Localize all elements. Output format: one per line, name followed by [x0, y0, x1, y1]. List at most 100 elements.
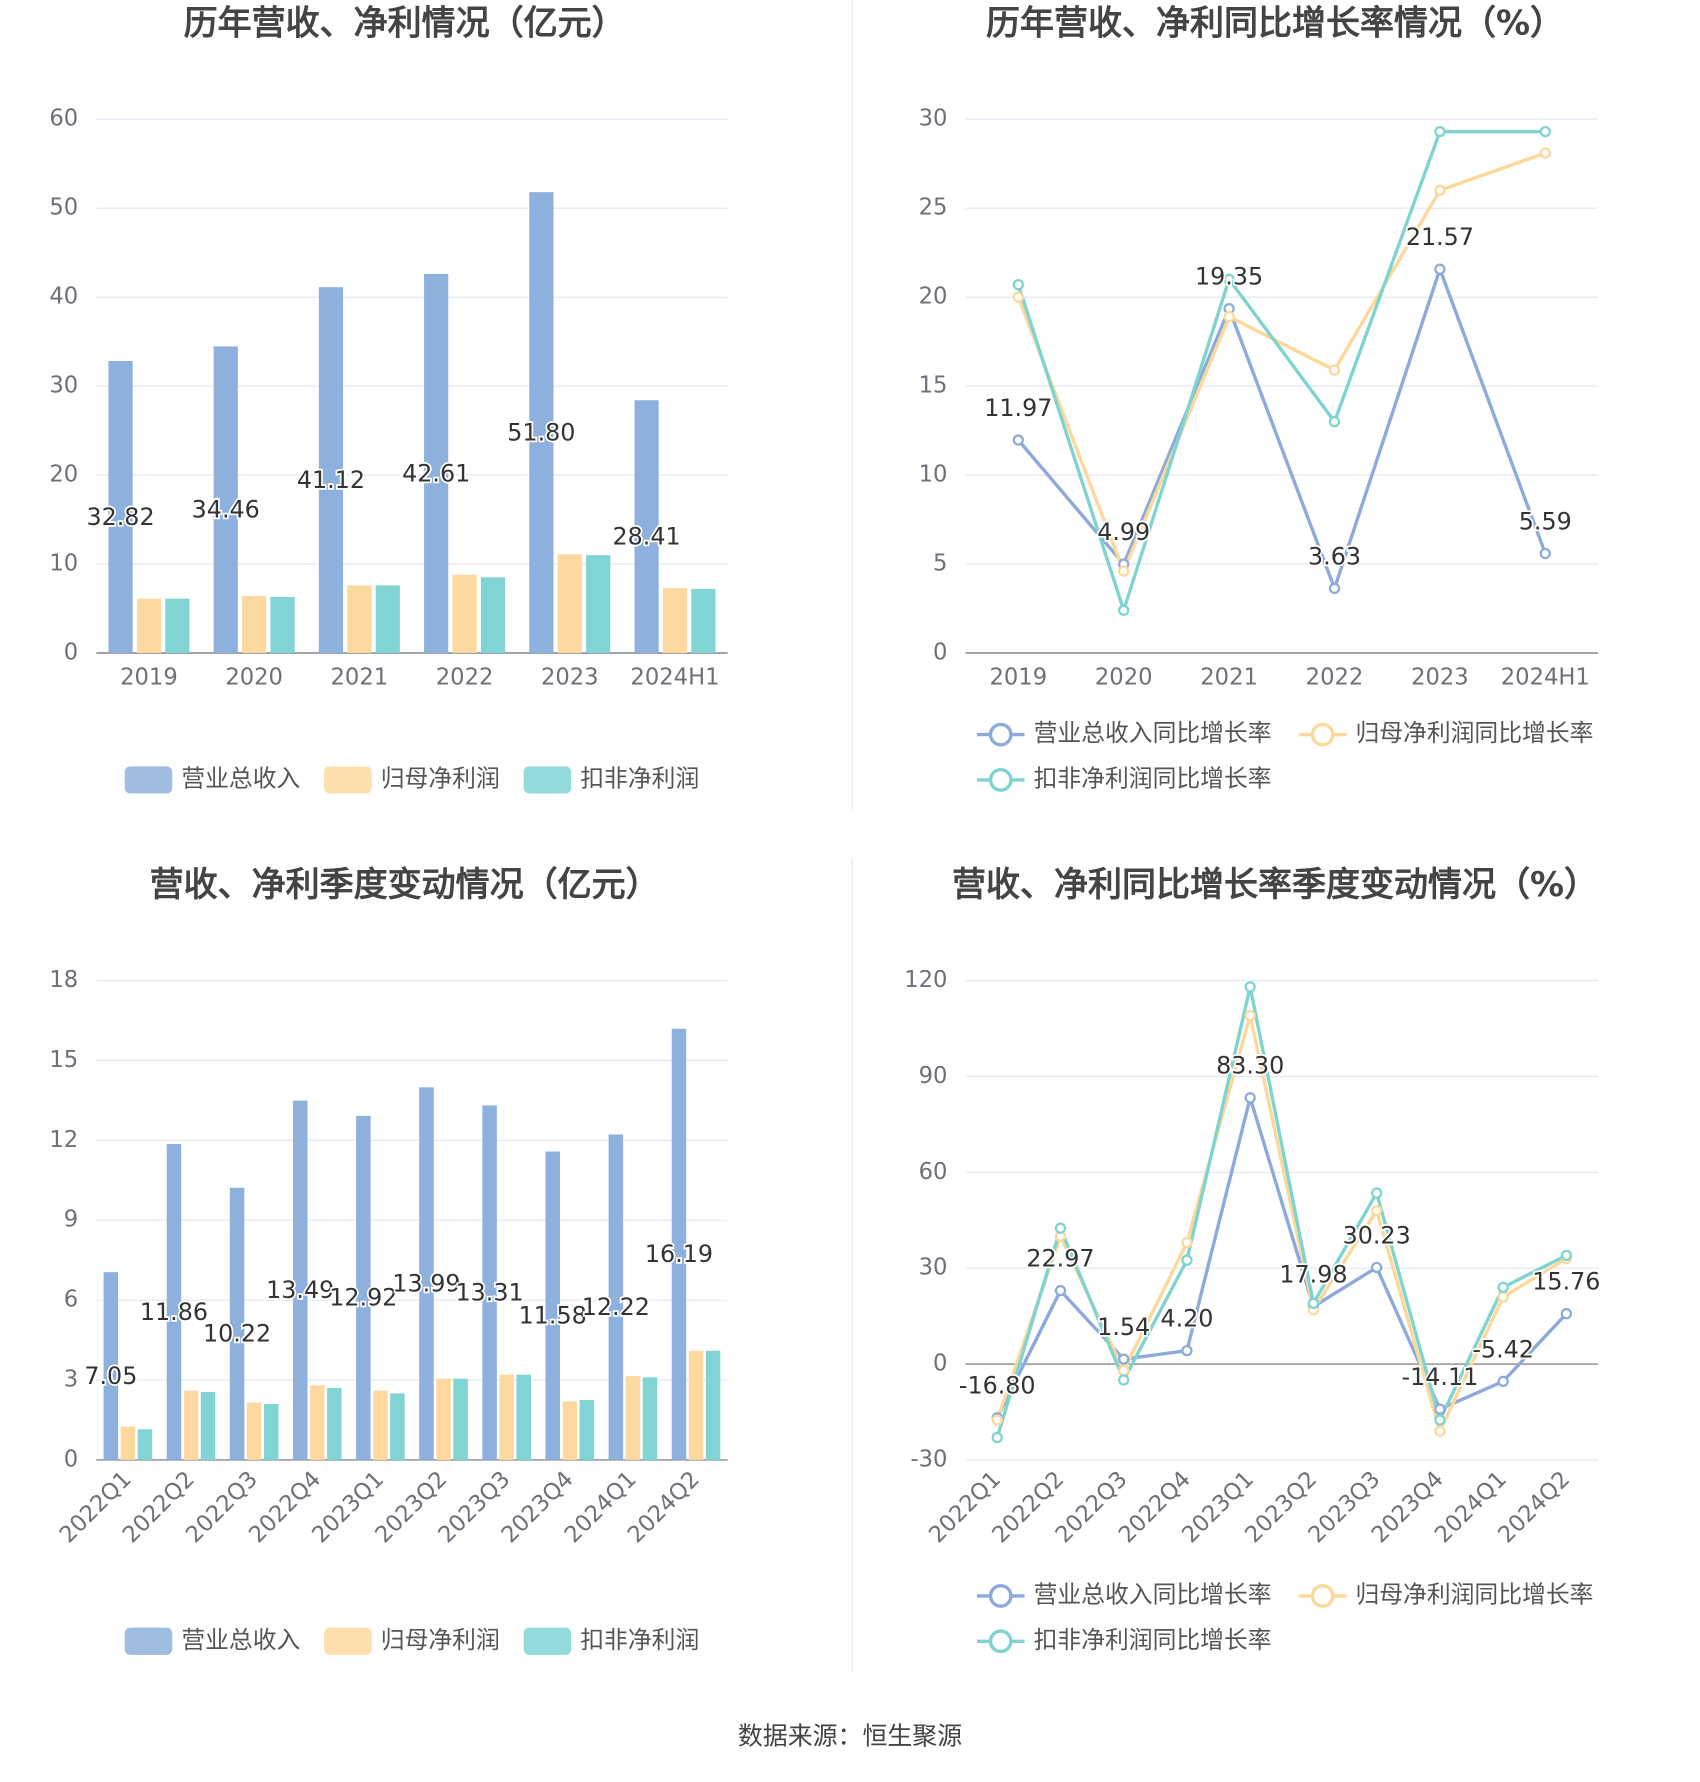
bar [120, 1426, 136, 1460]
legend-swatch [988, 1584, 1013, 1608]
bar [634, 400, 659, 653]
x-tick-label: 2022 [436, 664, 494, 690]
point [1244, 981, 1256, 993]
bar [586, 555, 611, 653]
point [1118, 604, 1130, 616]
bar [373, 1390, 388, 1460]
point [1181, 1254, 1193, 1266]
value-label: 51.80 [507, 418, 575, 446]
point [1244, 1092, 1256, 1104]
bar [671, 1028, 687, 1460]
x-tick-label: 2024H1 [1501, 664, 1590, 690]
bar [103, 1272, 119, 1460]
bar [688, 1350, 704, 1460]
y-tick-label: 10 [49, 551, 78, 577]
bar [263, 1404, 279, 1460]
bar [166, 1144, 182, 1460]
x-tick-label: 2020 [1095, 664, 1153, 690]
bar [545, 1151, 560, 1460]
y-tick-label: -30 [910, 1446, 947, 1472]
y-tick-label: 20 [49, 462, 78, 488]
point [1223, 273, 1235, 286]
legend-label: 归母净利润 [381, 1626, 500, 1654]
legend-swatch [523, 1627, 572, 1655]
chart-title: 历年营收、净利同比增长率情况（%） [986, 4, 1564, 44]
legend-swatch [324, 1627, 372, 1655]
y-tick-label: 18 [49, 967, 78, 993]
point [1539, 547, 1551, 560]
bar [242, 596, 267, 653]
point [1307, 1297, 1320, 1309]
value-label: -5.42 [1472, 1335, 1534, 1363]
point [1118, 1374, 1130, 1386]
point [1434, 1425, 1446, 1437]
point [1370, 1261, 1383, 1274]
x-tick-label: 2021 [1200, 664, 1258, 690]
bar [137, 1429, 153, 1460]
bar [662, 588, 688, 653]
x-tick-label: 2019 [120, 664, 178, 690]
bar [691, 588, 716, 653]
line [1016, 151, 1546, 576]
legend-label: 营业总收入 [181, 1626, 300, 1654]
x-tick-label: 2022 [1306, 664, 1364, 690]
bar [482, 1105, 497, 1460]
legend-swatch [1310, 1584, 1335, 1608]
x-tick-label: 2023 [1411, 664, 1469, 690]
y-tick-label: 15 [919, 373, 948, 399]
chart-title: 营收、净利季度变动情况（亿元） [150, 865, 660, 905]
y-tick-label: 12 [49, 1127, 78, 1153]
point [1012, 291, 1024, 303]
value-label: 11.86 [140, 1298, 208, 1326]
bar [453, 1378, 468, 1460]
value-label: 4.20 [1160, 1305, 1213, 1333]
bar [270, 596, 295, 653]
value-label: 7.05 [84, 1362, 137, 1390]
y-tick-label: 0 [933, 1351, 947, 1377]
y-tick-label: 15 [49, 1047, 78, 1073]
point [1434, 184, 1446, 197]
point [1181, 1236, 1193, 1249]
point [1012, 279, 1024, 291]
bar [229, 1187, 245, 1460]
legend-swatch [124, 766, 173, 794]
y-tick-label: 30 [919, 106, 948, 132]
value-label: -14.11 [1402, 1363, 1479, 1391]
legend-label: 扣非净利润同比增长率 [1034, 1626, 1272, 1654]
value-label: 21.57 [1406, 223, 1474, 251]
point [1370, 1187, 1383, 1199]
chart-title: 营收、净利同比增长率季度变动情况（%） [952, 865, 1598, 905]
point [1539, 125, 1551, 138]
value-label: 41.12 [297, 466, 365, 494]
bar [183, 1390, 199, 1460]
bar [200, 1392, 216, 1460]
bar [356, 1115, 371, 1460]
point [1012, 434, 1024, 446]
legend-swatch [988, 768, 1013, 792]
bar [499, 1374, 514, 1460]
y-tick-label: 10 [919, 462, 948, 488]
value-label: 5.59 [1519, 507, 1572, 535]
line [1016, 129, 1546, 616]
bar [375, 585, 400, 653]
y-tick-label: 60 [919, 1159, 948, 1185]
point [1560, 1308, 1573, 1320]
line [995, 986, 1568, 1439]
legend-label: 扣非净利润 [580, 764, 699, 792]
point [1539, 147, 1551, 159]
bar [480, 577, 506, 653]
y-tick-label: 5 [933, 551, 947, 577]
point [1118, 1353, 1130, 1365]
value-label: 12.92 [329, 1284, 397, 1312]
point [1244, 1010, 1256, 1022]
legend-swatch [1310, 722, 1335, 747]
bar [246, 1402, 262, 1460]
value-label: 17.98 [1279, 1260, 1347, 1288]
x-tick-label: 2021 [331, 664, 389, 690]
value-label: 19.35 [1195, 263, 1263, 291]
legend-swatch [324, 766, 372, 794]
bar [705, 1350, 721, 1460]
y-tick-label: 30 [919, 1255, 948, 1281]
